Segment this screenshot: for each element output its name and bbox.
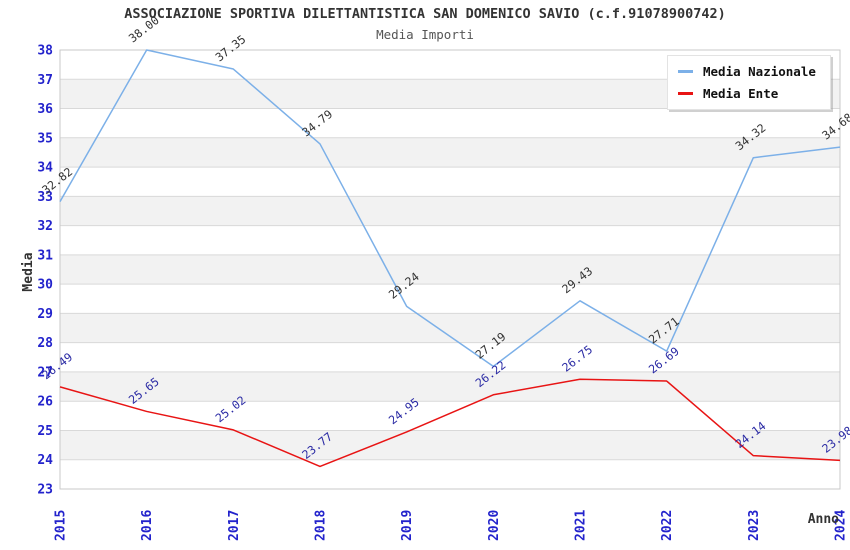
y-tick-label: 37	[37, 73, 53, 88]
plot-band	[60, 342, 840, 372]
x-axis-title: Anno	[808, 512, 839, 527]
x-tick-label: 2018	[314, 510, 329, 541]
plot-band	[60, 167, 840, 197]
x-tick-label: 2015	[54, 510, 69, 541]
x-tick-label: 2019	[400, 510, 415, 541]
plot-band	[60, 137, 840, 168]
y-tick-label: 28	[37, 336, 53, 351]
x-tick-label: 2020	[487, 510, 502, 541]
legend-item-media-ente: Media Ente	[678, 86, 816, 101]
y-tick-label: 31	[37, 248, 53, 263]
plot-band	[60, 459, 840, 489]
legend-swatch-media-nazionale	[678, 70, 693, 73]
plot-band	[60, 401, 840, 431]
plot-band	[60, 196, 840, 226]
line-media-nazionale	[59, 49, 841, 368]
legend-label: Media Nazionale	[703, 64, 816, 79]
plot-border	[59, 49, 841, 490]
x-tick-label: 2017	[227, 510, 242, 541]
y-tick-label: 29	[37, 307, 53, 322]
y-axis-title: Media	[21, 252, 36, 291]
y-tick-label: 33	[37, 190, 53, 205]
y-tick-label: 36	[37, 102, 53, 117]
plot-band	[60, 284, 840, 314]
chart-title: ASSOCIAZIONE SPORTIVA DILETTANTISTICA SA…	[124, 6, 726, 22]
y-tick-label: 38	[37, 44, 53, 59]
legend-item-media-nazionale: Media Nazionale	[678, 64, 816, 79]
x-tick-label: 2016	[140, 510, 155, 541]
plot-band	[60, 108, 840, 138]
y-tick-label: 34	[37, 161, 53, 176]
plot-band	[60, 225, 840, 255]
y-tick-label: 35	[37, 131, 53, 146]
plot-band	[60, 371, 840, 402]
plot-band	[60, 430, 840, 460]
y-tick-label: 23	[37, 483, 53, 498]
legend-box: Media Nazionale Media Ente	[667, 55, 831, 110]
plot-band	[60, 254, 840, 285]
y-tick-label: 24	[37, 453, 53, 468]
plot-band	[60, 313, 840, 343]
data-label-media-nazionale: 38.00	[126, 13, 162, 45]
chart-subtitle: Media Importi	[376, 27, 474, 42]
line-media-ente	[59, 378, 841, 468]
y-tick-label: 25	[37, 424, 53, 439]
legend-swatch-media-ente	[678, 92, 693, 95]
legend-label: Media Ente	[703, 86, 779, 101]
y-tick-label: 30	[37, 278, 53, 293]
x-tick-label: 2022	[660, 510, 675, 541]
y-tick-label: 27	[37, 365, 53, 380]
y-tick-label: 32	[37, 219, 53, 234]
x-tick-label: 2021	[574, 510, 589, 541]
x-tick-label: 2024	[834, 510, 849, 541]
x-tick-label: 2023	[747, 510, 762, 541]
y-tick-label: 26	[37, 395, 53, 410]
